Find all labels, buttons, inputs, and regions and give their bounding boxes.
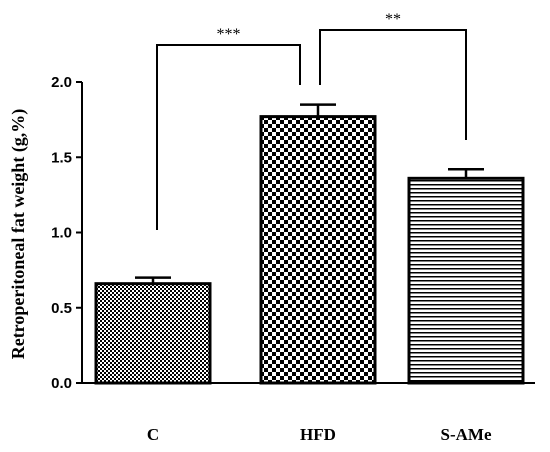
x-tick-label: S-AMe	[441, 425, 492, 444]
x-tick-label: HFD	[300, 425, 336, 444]
y-tick-label: 0.5	[51, 300, 72, 317]
bar	[407, 176, 525, 385]
y-tick-label: 2.0	[51, 74, 72, 91]
significance-bracket	[319, 29, 467, 140]
y-axis-label: Retroperitoneal fat weight (g,%)	[8, 109, 29, 360]
y-tick-label: 0.0	[51, 375, 72, 392]
significance-bracket	[156, 44, 301, 230]
significance-label: ***	[217, 26, 241, 43]
bar	[94, 282, 212, 385]
x-tick-label: C	[147, 425, 159, 444]
y-tick-label: 1.0	[51, 225, 72, 242]
bar	[259, 115, 377, 385]
significance-label: **	[385, 11, 401, 28]
y-tick-label: 1.5	[51, 149, 72, 166]
